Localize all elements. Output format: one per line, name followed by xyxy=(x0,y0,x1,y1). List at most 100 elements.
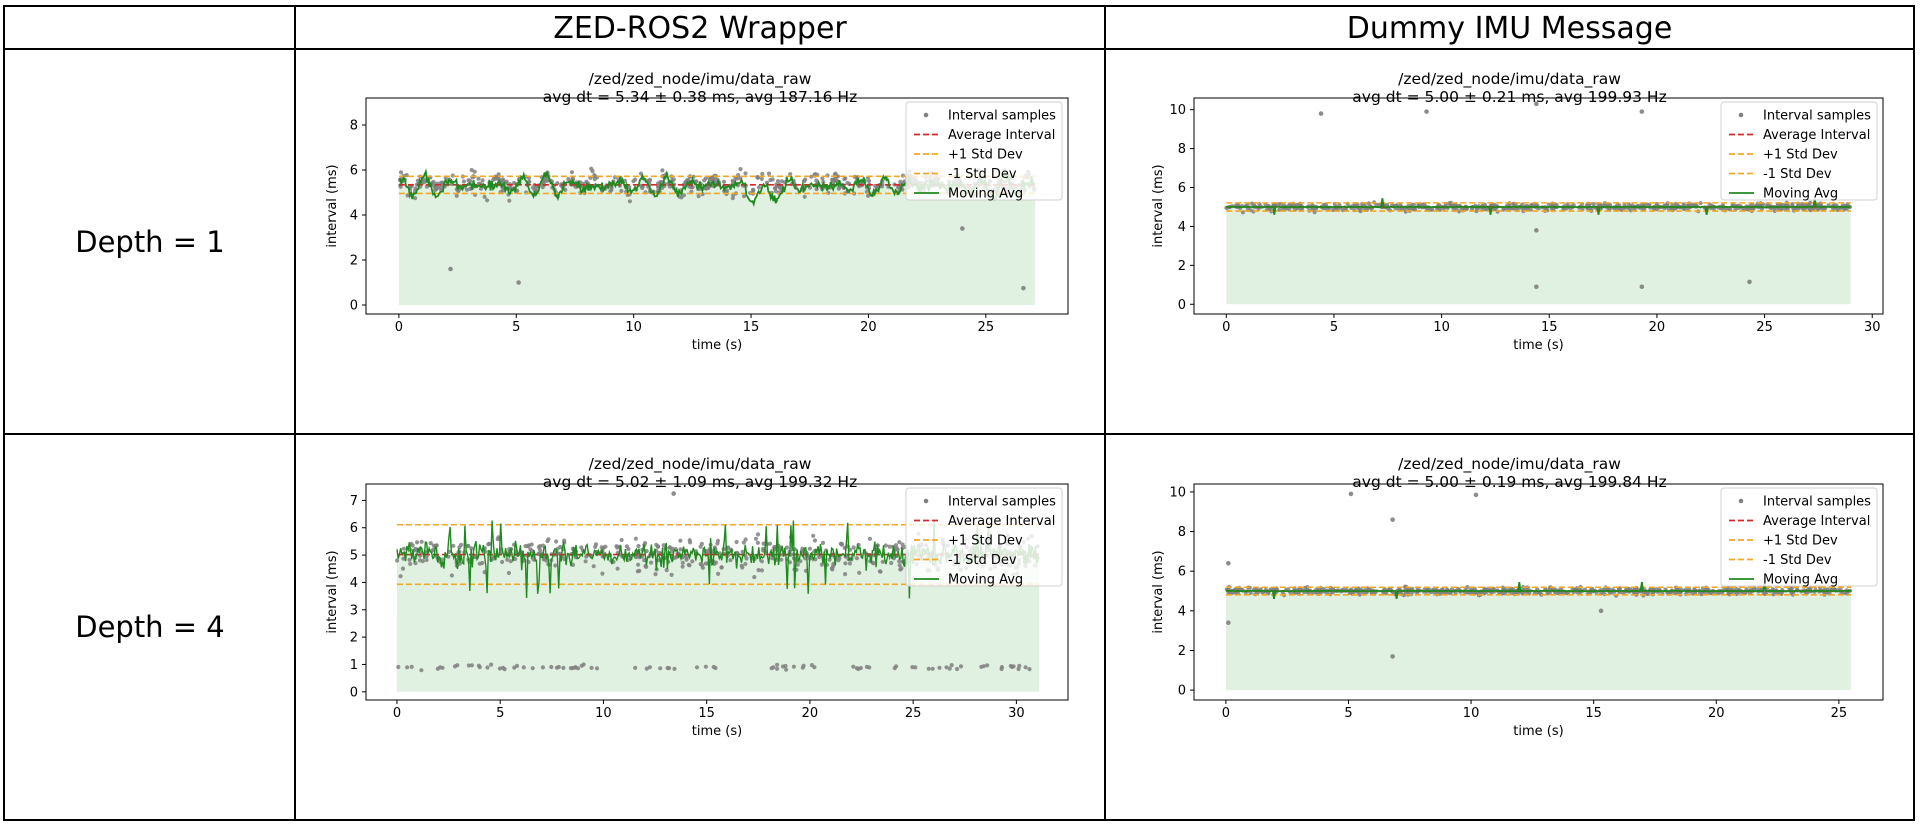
sample-point xyxy=(664,568,669,573)
legend-label: -1 Std Dev xyxy=(948,553,1017,568)
sample-point xyxy=(889,560,894,566)
sample-point xyxy=(784,667,789,672)
sample-point xyxy=(895,547,900,552)
sample-point xyxy=(482,194,487,199)
legend: Interval samples Average Interval +1 Std D… xyxy=(905,101,1063,202)
outlier-point xyxy=(1639,284,1645,290)
sample-point xyxy=(593,544,598,549)
sample-point xyxy=(700,565,705,570)
sample-point xyxy=(573,665,578,670)
sample-point xyxy=(480,178,485,183)
x-tick-label: 5 xyxy=(1330,320,1338,335)
sample-point xyxy=(947,666,952,671)
chart-title: /zed/zed_node/imu/data_raw xyxy=(588,70,812,88)
sample-point xyxy=(880,559,885,564)
sample-point xyxy=(569,170,575,175)
sample-point xyxy=(456,189,461,194)
moving-avg-fill xyxy=(398,171,1036,305)
sample-point xyxy=(680,560,685,565)
sample-point xyxy=(755,540,760,545)
sample-point xyxy=(469,546,474,551)
sample-point xyxy=(897,559,902,564)
legend-marker xyxy=(1738,112,1744,118)
axes-frame xyxy=(365,97,1069,315)
chart-subtitle: avg dt = 5.00 ± 0.21 ms, avg 199.93 Hz xyxy=(1352,88,1667,106)
sample-point xyxy=(672,666,677,671)
y-tick-label: 2 xyxy=(350,254,358,269)
sample-point xyxy=(847,561,853,566)
sample-point xyxy=(820,176,825,181)
y-tick-label: 4 xyxy=(1178,220,1186,235)
sample-point xyxy=(413,196,418,201)
sample-point xyxy=(469,663,474,668)
sample-point xyxy=(561,665,566,670)
outlier-point xyxy=(1534,284,1539,290)
sample-point xyxy=(496,172,501,177)
y-tick-label: 7 xyxy=(350,494,358,509)
y-tick-label: 10 xyxy=(1169,485,1186,500)
sample-point xyxy=(713,177,718,182)
sample-point xyxy=(530,666,535,671)
sample-point xyxy=(926,666,931,671)
sample-point xyxy=(424,557,429,563)
sample-point xyxy=(756,568,761,573)
sample-point xyxy=(633,177,638,182)
sample-point xyxy=(1249,201,1255,206)
sample-point xyxy=(811,533,816,538)
sample-point xyxy=(636,543,641,549)
sample-point xyxy=(1358,207,1363,213)
sample-point xyxy=(715,538,721,543)
outlier-point xyxy=(1598,608,1604,614)
outlier-point xyxy=(1021,285,1026,291)
sample-point xyxy=(898,179,903,184)
legend-box xyxy=(1720,487,1878,587)
sample-point xyxy=(741,194,747,199)
sample-point xyxy=(791,664,796,669)
axes-frame xyxy=(365,483,1069,701)
sample-point xyxy=(843,561,848,566)
sample-point xyxy=(583,559,588,564)
sample-point xyxy=(649,560,654,565)
sample-point xyxy=(594,666,600,671)
sample-point xyxy=(489,662,494,667)
sample-point xyxy=(485,198,490,203)
sample-point xyxy=(627,199,632,204)
x-axis-label: time (s) xyxy=(692,338,742,353)
sample-point xyxy=(838,541,843,546)
moving-avg-line xyxy=(1226,198,1851,215)
x-tick-label: 5 xyxy=(496,706,504,721)
sample-point xyxy=(778,186,783,191)
sample-point xyxy=(1411,202,1416,207)
sample-point xyxy=(900,542,905,547)
sample-point xyxy=(1474,209,1479,214)
sample-point xyxy=(812,538,818,543)
sample-point xyxy=(1248,590,1253,595)
legend: Interval samples Average Interval +1 Std D… xyxy=(1720,101,1878,202)
sample-point xyxy=(864,664,870,669)
sample-point xyxy=(658,666,663,671)
sample-point xyxy=(949,663,954,668)
x-axis-label: time (s) xyxy=(1513,338,1563,353)
outlier-point xyxy=(1390,517,1395,522)
sample-point xyxy=(537,544,543,549)
outlier-point xyxy=(1226,560,1231,566)
sample-point xyxy=(770,556,775,561)
sample-point xyxy=(554,539,559,544)
sample-point xyxy=(958,664,964,669)
x-tick-label: 10 xyxy=(625,320,642,335)
sample-point xyxy=(600,571,605,576)
legend-label: Moving Avg xyxy=(1763,187,1838,202)
legend-label: +1 Std Dev xyxy=(948,534,1023,549)
sample-point xyxy=(773,185,778,191)
legend-label: +1 Std Dev xyxy=(1763,534,1838,549)
row-divider xyxy=(5,433,1913,435)
sample-point xyxy=(540,665,545,670)
sample-point xyxy=(802,194,807,199)
legend-label: Moving Avg xyxy=(948,187,1023,202)
sample-point xyxy=(857,570,862,575)
chart-subtitle: avg dt = 5.02 ± 1.09 ms, avg 199.32 Hz xyxy=(542,473,858,491)
y-tick-label: 2 xyxy=(350,631,358,646)
sample-point xyxy=(897,540,902,545)
x-tick-label: 0 xyxy=(393,706,401,721)
y-tick-label: 6 xyxy=(1178,565,1186,580)
